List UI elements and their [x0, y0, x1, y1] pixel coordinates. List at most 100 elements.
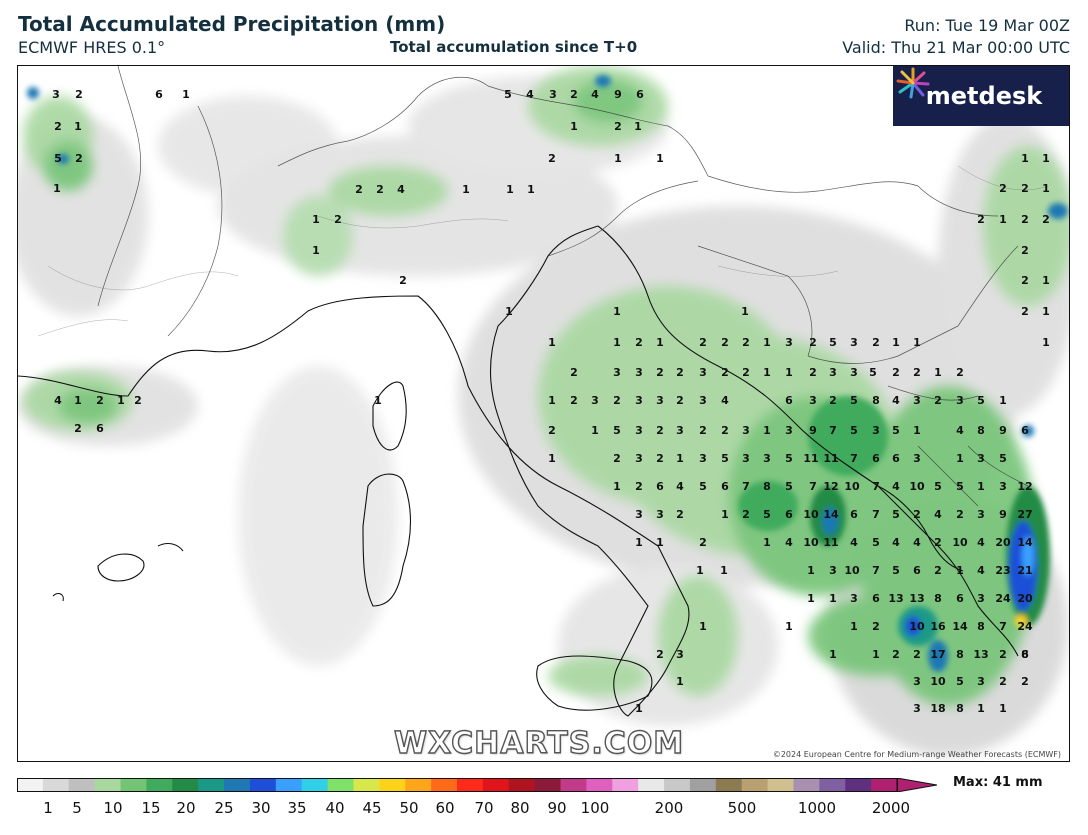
- valid-time: Valid: Thu 21 Mar 00:00 UTC: [842, 38, 1070, 57]
- colorbar-segment: [534, 778, 562, 792]
- precip-value-label: 1: [676, 452, 684, 465]
- model-label: ECMWF HRES 0.1°: [18, 38, 166, 57]
- precip-value-label: 2: [96, 394, 104, 407]
- precip-value-label: 2: [54, 120, 62, 133]
- colorbar-tick-label: 35: [287, 799, 307, 817]
- precip-value-label: 4: [785, 536, 793, 549]
- precip-value-label: 6: [872, 452, 880, 465]
- precip-value-label: 16: [930, 620, 946, 633]
- precip-value-label: 1: [1042, 336, 1050, 349]
- precip-value-label: 1: [977, 702, 985, 715]
- precip-value-label: 1: [505, 305, 513, 318]
- precip-value-label: 1: [829, 592, 837, 605]
- precip-value-label: 3: [850, 366, 858, 379]
- precip-value-label: 1: [591, 424, 599, 437]
- precip-value-label: 5: [934, 480, 942, 493]
- max-value-label: Max: 41 mm: [953, 775, 1043, 790]
- precip-value-label: 1: [763, 536, 771, 549]
- precip-value-label: 1: [53, 182, 61, 195]
- precip-value-label: 2: [934, 536, 942, 549]
- precip-value-label: 10: [844, 480, 860, 493]
- precip-value-label: 1: [374, 394, 382, 407]
- precip-value-label: 1: [913, 336, 921, 349]
- precip-value-label: 3: [591, 394, 599, 407]
- precip-value-label: 2: [676, 366, 684, 379]
- precip-value-label: 1: [999, 702, 1007, 715]
- precip-value-label: 2: [355, 183, 363, 196]
- precip-value-label: 1: [956, 564, 964, 577]
- precip-value-label: 5: [721, 452, 729, 465]
- precip-value-label: 1: [676, 675, 684, 688]
- colorbar-segment: [715, 778, 743, 792]
- precip-value-label: 2: [570, 88, 578, 101]
- precip-value-label: 2: [656, 424, 664, 437]
- precip-value-label: 3: [829, 366, 837, 379]
- precip-value-label: 2: [635, 480, 643, 493]
- precip-value-label: 1: [934, 366, 942, 379]
- precip-value-label: 1: [763, 336, 771, 349]
- metdesk-star-icon: [896, 67, 930, 99]
- colorbar-tick-label: 1: [43, 799, 53, 817]
- precip-value-label: 11: [823, 452, 838, 465]
- precip-value-label: 2: [75, 152, 83, 165]
- precip-value-label: 2: [635, 336, 643, 349]
- precip-value-label: 1: [721, 508, 729, 521]
- precip-value-label: 3: [742, 452, 750, 465]
- precip-value-label: 4: [54, 394, 62, 407]
- precip-value-label: 3: [656, 508, 664, 521]
- colorbar-segment: [482, 778, 510, 792]
- precip-value-label: 2: [699, 424, 707, 437]
- precip-value-label: 3: [785, 424, 793, 437]
- precip-value-label: 9: [614, 88, 622, 101]
- precip-value-label: 2: [1021, 213, 1029, 226]
- precip-value-label: 2: [913, 648, 921, 661]
- precip-value-label: 10: [844, 564, 860, 577]
- precip-value-label: 2: [742, 336, 750, 349]
- colorbar-segment: [224, 778, 251, 792]
- precip-value-label: 7: [742, 480, 750, 493]
- precip-value-label: 1: [656, 152, 664, 165]
- precip-value-label: 2: [872, 620, 880, 633]
- precip-value-label: 1: [570, 120, 578, 133]
- colorbar-segment: [275, 778, 303, 792]
- precip-value-label: 4: [956, 424, 964, 437]
- precip-value-label: 20: [995, 536, 1011, 549]
- watermark: WXCHARTS.COM: [393, 725, 685, 761]
- colorbar-segment: [42, 778, 70, 792]
- precip-value-label: 8: [956, 702, 964, 715]
- colorbar-tick-label: 500: [727, 799, 757, 817]
- precip-value-label: 2: [570, 394, 578, 407]
- precip-value-label: 4: [934, 508, 942, 521]
- colorbar-segment: [172, 778, 199, 792]
- precip-value-label: 2: [614, 120, 622, 133]
- precip-value-label: 2: [699, 536, 707, 549]
- precip-value-label: 2: [999, 182, 1007, 195]
- precip-value-label: 6: [721, 480, 729, 493]
- precip-value-label: 3: [829, 564, 837, 577]
- colorbar-segment: [327, 778, 354, 792]
- precip-value-label: 4: [892, 536, 900, 549]
- colorbar-segment: [249, 778, 277, 792]
- precip-value-label: 6: [956, 592, 964, 605]
- precip-value-label: 2: [74, 422, 82, 435]
- precip-value-label: 3: [52, 88, 60, 101]
- colorbar-arrow: [896, 778, 937, 792]
- precip-value-label: 1: [807, 592, 815, 605]
- precip-value-label: 1: [506, 183, 514, 196]
- precip-value-label: 5: [850, 424, 858, 437]
- colorbar-tick-label: 20: [176, 799, 196, 817]
- precip-value-label: 3: [676, 648, 684, 661]
- precip-value-label: 4: [526, 88, 534, 101]
- precip-value-label: 10: [803, 536, 819, 549]
- precip-value-label: 5: [956, 480, 964, 493]
- precip-value-label: 2: [892, 648, 900, 661]
- precip-value-label: 2: [399, 274, 407, 287]
- metdesk-logo[interactable]: metdesk: [893, 66, 1069, 126]
- colorbar-tick-label: 80: [510, 799, 530, 817]
- precip-value-label: 6: [785, 394, 793, 407]
- precip-value-label: 7: [872, 564, 880, 577]
- precip-value-label: 1: [527, 183, 535, 196]
- precip-value-label: 1: [613, 336, 621, 349]
